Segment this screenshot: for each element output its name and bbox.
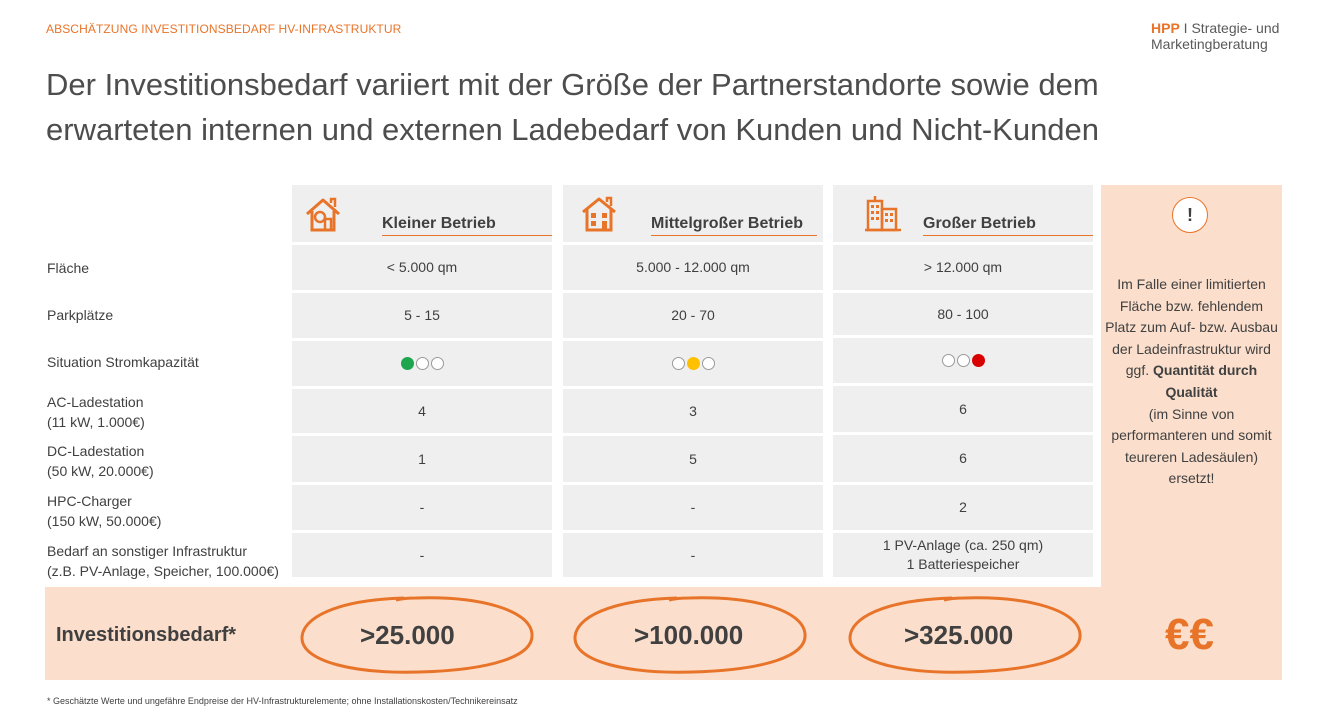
row-label-ac: AC-Ladestation (11 kW, 1.000€)	[47, 392, 145, 432]
skyscrapers-icon	[865, 196, 901, 232]
note-text: Im Falle einer limitierten Fläche bzw. f…	[1104, 274, 1279, 490]
investment-value-small: >25.000	[360, 620, 455, 650]
cell-area-small: < 5.000 qm	[292, 245, 552, 290]
investment-value-large: >325.000	[904, 620, 1014, 650]
column-header-medium: Mittelgroßer Betrieb	[563, 185, 823, 242]
cell-capacity-medium	[563, 341, 823, 386]
row-label-other-line2: (z.B. PV-Anlage, Speicher, 100.000€)	[47, 563, 279, 579]
row-label-dc: DC-Ladestation (50 kW, 20.000€)	[47, 441, 154, 481]
cell-hpc-small: -	[292, 485, 552, 530]
cell-parking-medium: 20 - 70	[563, 293, 823, 338]
cell-parking-small: 5 - 15	[292, 293, 552, 338]
traffic-dot	[971, 354, 985, 367]
traffic-light-small	[400, 357, 444, 370]
cell-dc-small: 1	[292, 436, 552, 482]
row-label-dc-line2: (50 kW, 20.000€)	[47, 463, 154, 479]
cell-area-large: > 12.000 qm	[833, 245, 1093, 290]
row-label-hpc-line2: (150 kW, 50.000€)	[47, 513, 162, 529]
brand-line1: I Strategie- und	[1179, 20, 1280, 36]
cell-capacity-small	[292, 341, 552, 386]
row-label-ac-line2: (11 kW, 1.000€)	[47, 414, 145, 430]
column-label-large: Großer Betrieb	[923, 215, 1093, 236]
footnote: * Geschätzte Werte und ungefähre Endprei…	[47, 696, 518, 706]
traffic-dot	[686, 357, 700, 370]
row-label-capacity: Situation Stromkapazität	[47, 354, 199, 370]
euro-symbol: €€	[1165, 610, 1214, 659]
highlight-ellipse-large	[848, 596, 1082, 674]
investment-band	[45, 587, 1282, 680]
row-label-hpc: HPC-Charger (150 kW, 50.000€)	[47, 491, 161, 531]
row-label-other-line1: Bedarf an sonstiger Infrastruktur	[47, 543, 247, 559]
column-header-small: Kleiner Betrieb	[292, 185, 552, 242]
note-text-end: (im Sinne von performanteren und somit t…	[1111, 405, 1272, 487]
column-label-small: Kleiner Betrieb	[382, 215, 552, 236]
cell-parking-large: 80 - 100	[833, 293, 1093, 335]
house-icon	[306, 197, 340, 232]
traffic-dot	[701, 357, 715, 370]
investment-value-medium: >100.000	[634, 620, 744, 650]
cell-other-large-line2: 1 Batteriespeicher	[906, 556, 1020, 572]
row-label-area: Fläche	[47, 260, 90, 276]
investment-label: Investitionsbedarf*	[56, 624, 237, 646]
traffic-dot	[430, 357, 444, 370]
cell-dc-medium: 5	[563, 436, 823, 482]
traffic-dot	[415, 357, 429, 370]
cell-other-large: 1 PV-Anlage (ca. 250 qm) 1 Batteriespeic…	[833, 533, 1093, 577]
highlight-ellipse-small	[300, 596, 534, 674]
row-label-ac-line1: AC-Ladestation	[47, 394, 144, 410]
note-text-bold: Quantität durch Qualität	[1153, 362, 1258, 400]
note-panel	[1101, 185, 1282, 587]
cell-area-medium: 5.000 - 12.000 qm	[563, 245, 823, 290]
highlight-ellipse-medium	[573, 596, 807, 674]
brand-line2: Marketingberatung	[1151, 36, 1268, 52]
row-label-hpc-line1: HPC-Charger	[47, 493, 132, 509]
cell-hpc-medium: -	[563, 485, 823, 530]
page-title: Der Investitionsbedarf variiert mit der …	[46, 67, 1100, 147]
apartment-building-icon	[582, 196, 616, 232]
cell-hpc-large: 2	[833, 485, 1093, 530]
cell-ac-small: 4	[292, 389, 552, 433]
traffic-dot	[941, 354, 955, 367]
section-kicker: ABSCHÄTZUNG INVESTITIONSBEDARF HV-INFRAS…	[46, 22, 402, 36]
column-label-medium: Mittelgroßer Betrieb	[651, 215, 817, 236]
cell-other-large-line1: 1 PV-Anlage (ca. 250 qm)	[882, 537, 1044, 553]
brand-logo: HPP I Strategie- und Marketingberatung	[1151, 20, 1279, 52]
brand-hpp: HPP	[1151, 20, 1180, 36]
traffic-dot	[671, 357, 685, 370]
traffic-dot	[400, 357, 414, 370]
cell-dc-large: 6	[833, 435, 1093, 482]
cell-other-medium: -	[563, 533, 823, 577]
row-label-dc-line1: DC-Ladestation	[47, 443, 145, 459]
note-text-start: Im Falle einer limitierten Fläche bzw. f…	[1105, 276, 1278, 379]
row-label-parking: Parkplätze	[47, 307, 114, 323]
cell-ac-medium: 3	[563, 389, 823, 433]
traffic-dot	[956, 354, 970, 367]
row-label-other: Bedarf an sonstiger Infrastruktur (z.B. …	[47, 541, 279, 581]
column-header-large: Großer Betrieb	[833, 185, 1093, 242]
cell-ac-large: 6	[833, 386, 1093, 432]
traffic-light-large	[941, 354, 985, 367]
traffic-light-medium	[671, 357, 715, 370]
cell-capacity-large	[833, 338, 1093, 383]
exclamation-icon: !	[1172, 197, 1208, 233]
cell-other-small: -	[292, 533, 552, 577]
